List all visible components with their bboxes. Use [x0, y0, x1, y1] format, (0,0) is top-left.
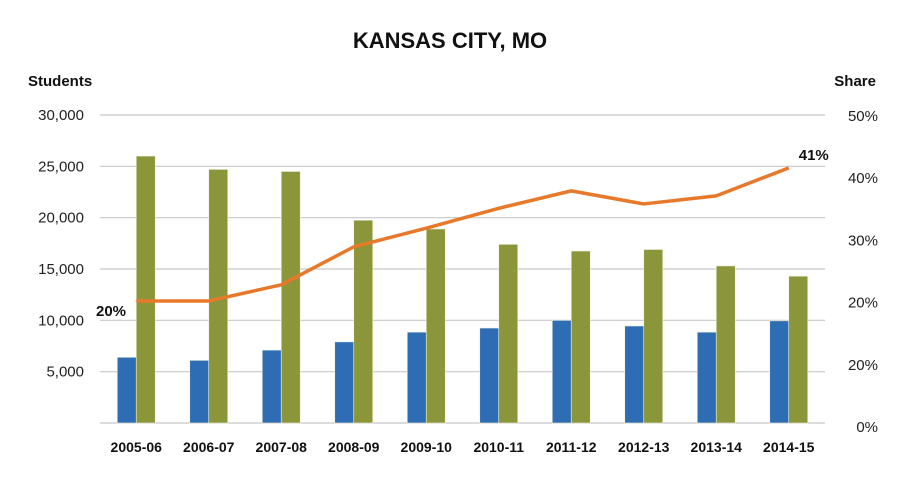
bar-series-2 [353, 219, 374, 424]
x-tick-label: 2006-07 [183, 439, 235, 455]
bar-series-1 [261, 349, 282, 424]
y-tick-label: 5,000 [46, 364, 84, 381]
bar-series-1 [551, 320, 572, 424]
bar-series-2 [570, 250, 591, 424]
bar-series-1 [334, 341, 355, 424]
x-tick-label: 2009-10 [401, 439, 453, 455]
x-tick-label: 2007-08 [256, 439, 308, 455]
bar-series-2 [135, 155, 156, 424]
bar-series-1 [406, 331, 427, 424]
y2-tick-label: 20% [848, 295, 878, 312]
y-tick-label: 30,000 [38, 107, 84, 124]
x-tick-label: 2013-14 [691, 439, 743, 455]
y-tick-label: 25,000 [38, 158, 84, 175]
bar-series-2 [498, 244, 519, 424]
y2-axis-title: Share [834, 73, 876, 90]
y2-tick-label: 50% [848, 108, 878, 125]
y2-tick-label: 40% [848, 170, 878, 187]
annotation-label: 41% [799, 147, 829, 164]
bar-series-2 [643, 249, 664, 424]
x-tick-label: 2011-12 [546, 439, 597, 455]
y2-tick-label: 30% [848, 232, 878, 249]
bar-series-2 [788, 275, 809, 424]
y2-tick-label: 0% [856, 419, 878, 436]
bar-series-1 [696, 331, 717, 424]
chart-title: KANSAS CITY, MO [353, 28, 547, 53]
bar-series-1 [769, 320, 790, 424]
x-tick-label: 2005-06 [111, 439, 163, 455]
bar-series-2 [425, 228, 446, 424]
y-tick-label: 15,000 [38, 261, 84, 278]
bar-series-1 [624, 325, 645, 424]
share-line [136, 166, 790, 303]
bar-series-2 [715, 265, 736, 424]
y-axis-title: Students [28, 73, 92, 90]
x-tick-label: 2012-13 [618, 439, 670, 455]
bar-series-1 [189, 360, 210, 424]
bar-series-1 [479, 327, 500, 424]
bar-series-1 [116, 356, 137, 424]
x-tick-label: 2008-09 [328, 439, 380, 455]
y-tick-label: 10,000 [38, 312, 84, 329]
bar-series-2 [280, 171, 301, 424]
y2-tick-label: 20% [848, 357, 878, 374]
x-tick-label: 2014-15 [763, 439, 815, 455]
x-tick-label: 2010-11 [473, 439, 524, 455]
annotation-label: 20% [96, 303, 126, 320]
y-tick-label: 20,000 [38, 210, 84, 227]
